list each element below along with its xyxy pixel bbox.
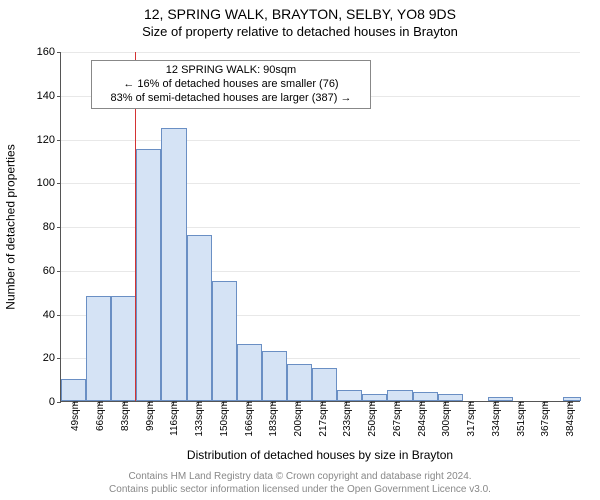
- x-tick-label: 250sqm: [367, 401, 378, 437]
- x-tick-label: 284sqm: [417, 401, 428, 437]
- gridline: [61, 140, 580, 141]
- annotation-box: 12 SPRING WALK: 90sqm← 16% of detached h…: [91, 60, 371, 109]
- histogram-bar: [287, 364, 312, 401]
- x-axis-label: Distribution of detached houses by size …: [60, 448, 580, 462]
- y-tick-mark: [57, 96, 61, 97]
- x-tick-label: 166sqm: [244, 401, 255, 437]
- x-tick-label: 49sqm: [70, 401, 81, 431]
- chart-title-desc: Size of property relative to detached ho…: [0, 22, 600, 39]
- x-tick-label: 83sqm: [120, 401, 131, 431]
- y-tick-mark: [57, 358, 61, 359]
- footer-line2: Contains public sector information licen…: [0, 484, 600, 497]
- histogram-bar: [86, 296, 111, 401]
- x-tick-label: 99sqm: [145, 401, 156, 431]
- y-tick-mark: [57, 183, 61, 184]
- histogram-bar: [136, 149, 161, 401]
- y-tick-mark: [57, 52, 61, 53]
- x-tick-label: 217sqm: [318, 401, 329, 437]
- chart-title-address: 12, SPRING WALK, BRAYTON, SELBY, YO8 9DS: [0, 0, 600, 22]
- x-tick-label: 317sqm: [466, 401, 477, 437]
- histogram-bar: [413, 392, 438, 401]
- y-axis-label: Number of detached properties: [4, 52, 18, 402]
- footer-attribution: Contains HM Land Registry data © Crown c…: [0, 471, 600, 496]
- annotation-line: ← 16% of detached houses are smaller (76…: [98, 78, 364, 92]
- histogram-chart: 02040608010012014016049sqm66sqm83sqm99sq…: [60, 52, 580, 402]
- annotation-line: 12 SPRING WALK: 90sqm: [98, 64, 364, 78]
- x-tick-label: 200sqm: [293, 401, 304, 437]
- y-tick-mark: [57, 140, 61, 141]
- x-tick-label: 334sqm: [491, 401, 502, 437]
- x-tick-label: 384sqm: [565, 401, 576, 437]
- x-tick-label: 183sqm: [268, 401, 279, 437]
- histogram-bar: [337, 390, 362, 401]
- y-tick-mark: [57, 315, 61, 316]
- x-tick-label: 367sqm: [540, 401, 551, 437]
- x-tick-label: 116sqm: [169, 401, 180, 436]
- footer-line1: Contains HM Land Registry data © Crown c…: [0, 471, 600, 484]
- histogram-bar: [237, 344, 262, 401]
- x-tick-label: 351sqm: [516, 401, 527, 437]
- y-tick-mark: [57, 402, 61, 403]
- histogram-bar: [387, 390, 412, 401]
- gridline: [61, 52, 580, 53]
- x-tick-label: 66sqm: [95, 401, 106, 431]
- histogram-bar: [111, 296, 136, 401]
- histogram-bar: [312, 368, 337, 401]
- y-tick-mark: [57, 271, 61, 272]
- histogram-bar: [161, 128, 186, 401]
- histogram-bar: [212, 281, 237, 401]
- x-tick-label: 267sqm: [392, 401, 403, 437]
- x-tick-label: 233sqm: [342, 401, 353, 437]
- histogram-bar: [61, 379, 86, 401]
- x-tick-label: 133sqm: [194, 401, 205, 437]
- histogram-bar: [187, 235, 212, 401]
- annotation-line: 83% of semi-detached houses are larger (…: [98, 92, 364, 106]
- x-tick-label: 300sqm: [441, 401, 452, 437]
- y-tick-mark: [57, 227, 61, 228]
- histogram-bar: [262, 351, 287, 401]
- x-tick-label: 150sqm: [219, 401, 230, 437]
